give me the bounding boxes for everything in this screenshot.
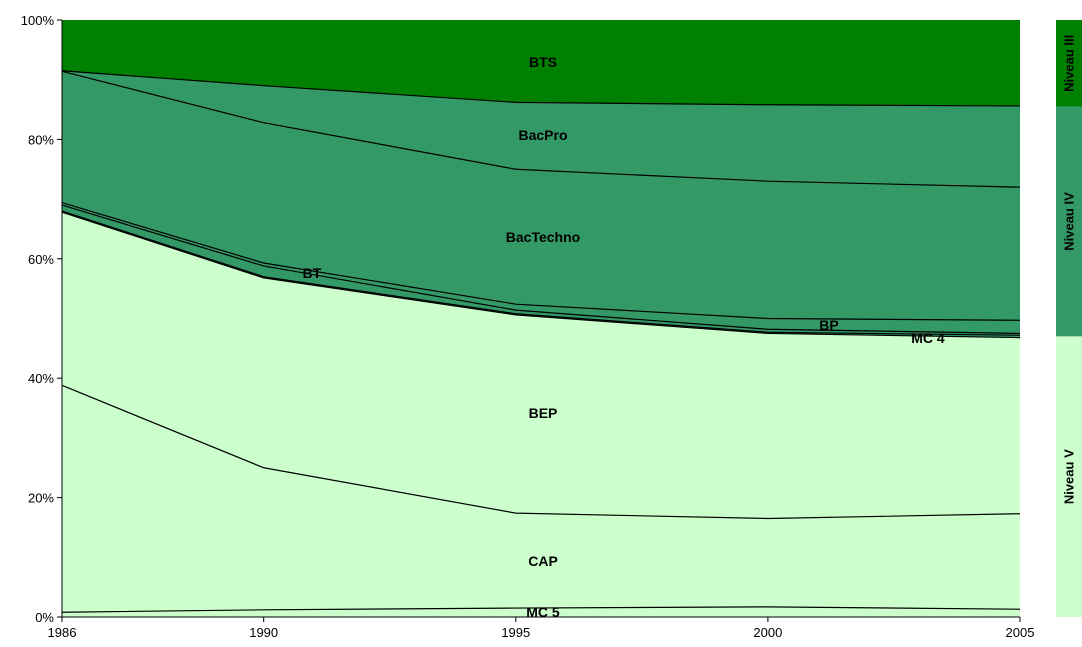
x-tick-label: 2005 [1006,625,1035,640]
y-tick-label: 60% [28,252,54,267]
area-labels: BTS BacPro BacTechno BT BP MC 4 BEP CAP MC 5 [303,54,945,620]
level-bands: Niveau III Niveau IV Niveau V [1056,20,1082,617]
level-label-niveau-iii: Niveau III [1062,35,1077,92]
chart-axes [61,20,1020,618]
area-label-bep: BEP [529,405,558,421]
area-bacpro [62,70,1020,188]
y-tick-label: 80% [28,132,54,147]
level-label-niveau-v: Niveau V [1062,449,1077,504]
x-tick-label: 2000 [753,625,782,640]
area-bactechno [62,71,1020,321]
area-label-bts: BTS [529,54,557,70]
boundary-mc-5 [61,606,1021,613]
boundary-bep [61,211,1021,339]
area-label-bt: BT [303,265,322,281]
level-band-niveau-iii [1056,20,1082,107]
area-label-bacpro: BacPro [518,127,567,143]
y-tick-label: 40% [28,371,54,386]
boundary-cap [61,384,1021,520]
area-label-bp: BP [819,317,838,333]
area-mc-5 [62,606,1020,617]
chart-areas [62,20,1020,617]
boundary-bp [61,204,1021,335]
x-tick-label: 1995 [501,625,530,640]
area-bp [62,205,1020,336]
area-bt [62,202,1020,334]
y-tick-label: 0% [35,610,54,625]
level-band-niveau-v [1056,336,1082,617]
x-tick-label: 1990 [249,625,278,640]
area-label-mc-4: MC 4 [911,330,945,346]
boundary-bt [61,202,1021,321]
area-label-cap: CAP [528,553,558,569]
x-axis-ticks: 1986 1990 1995 2000 2005 [48,617,1035,640]
area-bep [62,212,1020,519]
boundary-mc-4 [61,210,1021,336]
y-tick-label: 100% [21,13,55,28]
level-label-niveau-iv: Niveau IV [1062,192,1077,251]
area-bts [62,20,1020,106]
y-tick-label: 20% [28,491,54,506]
area-label-bactechno: BacTechno [506,229,580,245]
boundary-bactechno [61,70,1021,188]
x-tick-label: 1986 [48,625,77,640]
chart-boundary-lines [61,70,1021,613]
boundary-bacpro [61,70,1021,107]
level-band-niveau-iv [1056,106,1082,337]
area-cap [62,385,1020,613]
area-label-mc-5: MC 5 [526,604,560,620]
y-axis-ticks: 0% 20% 40% 60% 80% 100% [21,13,62,625]
